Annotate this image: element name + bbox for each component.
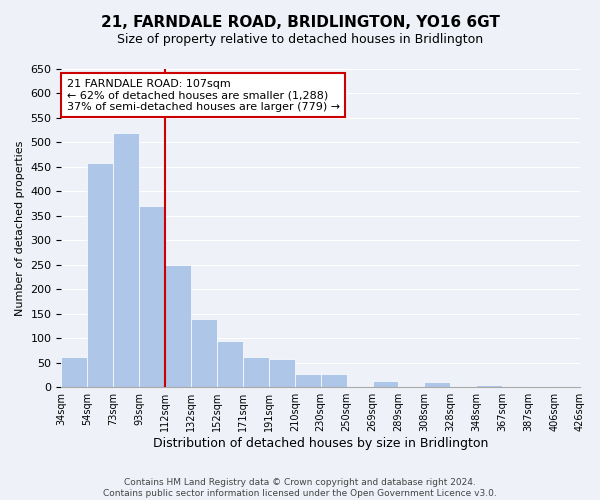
- Bar: [191, 318, 217, 387]
- Bar: [243, 357, 269, 387]
- Bar: [528, 386, 554, 387]
- Text: Contains HM Land Registry data © Crown copyright and database right 2024.
Contai: Contains HM Land Registry data © Crown c…: [103, 478, 497, 498]
- Bar: [321, 374, 347, 387]
- Text: 21 FARNDALE ROAD: 107sqm
← 62% of detached houses are smaller (1,288)
37% of sem: 21 FARNDALE ROAD: 107sqm ← 62% of detach…: [67, 78, 340, 112]
- Text: 21, FARNDALE ROAD, BRIDLINGTON, YO16 6GT: 21, FARNDALE ROAD, BRIDLINGTON, YO16 6GT: [101, 15, 499, 30]
- Bar: [476, 385, 502, 387]
- Bar: [165, 265, 191, 387]
- Bar: [295, 374, 321, 387]
- Bar: [139, 206, 165, 387]
- Bar: [269, 359, 295, 387]
- Bar: [113, 132, 139, 387]
- Bar: [373, 382, 398, 387]
- Bar: [217, 340, 243, 387]
- Bar: [61, 357, 88, 387]
- X-axis label: Distribution of detached houses by size in Bridlington: Distribution of detached houses by size …: [153, 437, 488, 450]
- Bar: [424, 382, 451, 387]
- Bar: [88, 164, 113, 387]
- Text: Size of property relative to detached houses in Bridlington: Size of property relative to detached ho…: [117, 32, 483, 46]
- Y-axis label: Number of detached properties: Number of detached properties: [15, 140, 25, 316]
